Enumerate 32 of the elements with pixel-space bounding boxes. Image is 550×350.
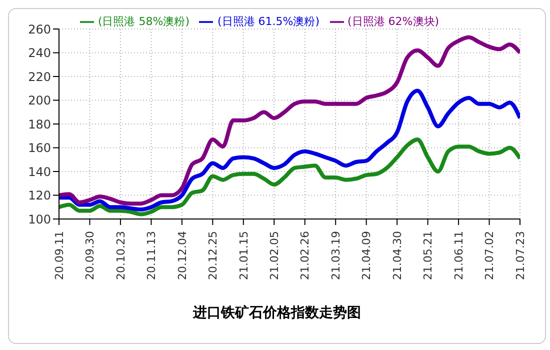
x-tick-label: 20.10.23 — [114, 231, 128, 280]
y-tick-label: 180 — [28, 117, 51, 132]
x-tick-label: 21.01.15 — [237, 231, 250, 280]
x-tick-label: 21.07.23 — [514, 231, 527, 280]
x-tick-label: 20.09.30 — [84, 231, 97, 280]
legend-label: (日照港 58%澳粉) — [98, 15, 190, 28]
line-series — [59, 88, 520, 212]
y-tick-label: 220 — [28, 70, 51, 84]
x-tick-label: 20.09.11 — [52, 231, 66, 280]
x-tick-label: 21.02.05 — [268, 231, 281, 280]
x-tick-label: 20.12.25 — [206, 231, 220, 280]
y-tick-label: 140 — [28, 164, 51, 179]
y-tick-label: 200 — [28, 94, 51, 108]
line-series — [59, 137, 520, 216]
x-tick-label: 21.03.19 — [329, 231, 342, 280]
text: 进口铁矿石价格指数走势图 — [192, 304, 362, 322]
legend-label: (日照港 61.5%澳粉) — [217, 15, 320, 28]
x-tick-label: 21.05.21 — [422, 231, 435, 280]
x-tick-label: 21.04.09 — [360, 231, 374, 280]
x-tick-label: 21.02.26 — [298, 231, 312, 280]
y-tick-label: 260 — [28, 22, 51, 36]
x-tick-label: 20.11.13 — [145, 231, 158, 280]
x-tick-label: 21.07.02 — [483, 231, 496, 280]
y-tick-label: 100 — [28, 212, 51, 226]
x-tick-label: 20.12.04 — [176, 231, 189, 280]
y-tick-label: 160 — [28, 141, 51, 156]
x-tick-label: 21.06.11 — [452, 231, 466, 280]
line-series — [59, 35, 520, 206]
x-tick-label: 21.04.30 — [390, 231, 404, 280]
y-tick-label: 240 — [28, 46, 51, 60]
y-tick-label: 120 — [28, 188, 51, 203]
legend-label: (日照港 62%澳块) — [348, 15, 440, 28]
